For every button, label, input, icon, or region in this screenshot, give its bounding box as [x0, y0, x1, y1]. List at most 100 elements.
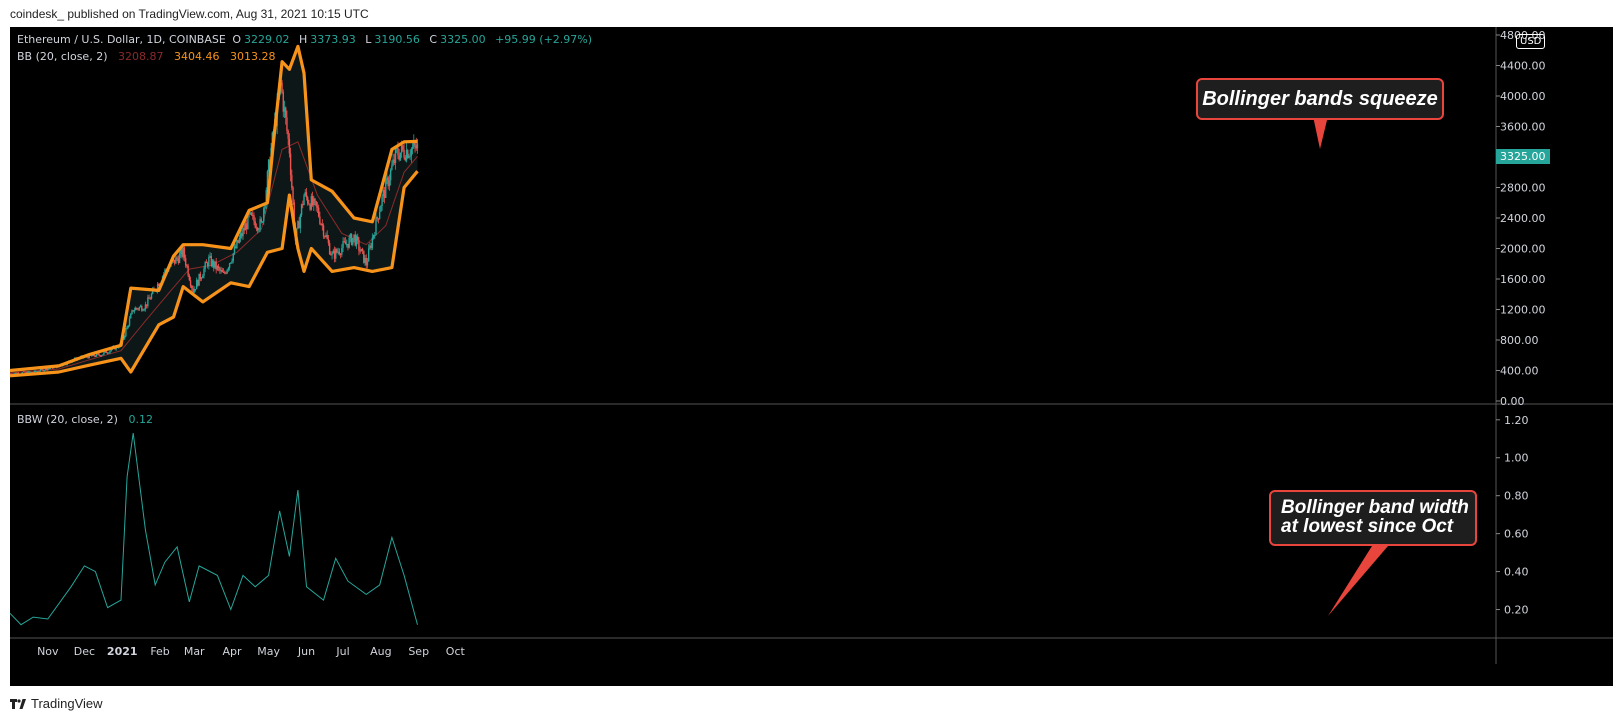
candle-body: [402, 145, 404, 150]
y-tick-label: 1200.00: [1500, 304, 1546, 317]
candle-body: [413, 141, 415, 148]
candle-body: [205, 262, 208, 264]
candle-body: [136, 307, 138, 309]
candle-body: [321, 223, 324, 226]
candle-body: [391, 165, 393, 170]
symbol-name[interactable]: Ethereum / U.S. Dollar, 1D, COINBASE: [17, 33, 226, 46]
y-tick-label: 2400.00: [1500, 212, 1546, 225]
candle-body: [227, 267, 230, 270]
candle-body: [109, 350, 111, 353]
candle-body: [132, 310, 134, 312]
candle-body: [367, 248, 370, 262]
candle-body: [374, 234, 376, 236]
bbw-legend: BBW (20, close, 2) 0.12: [17, 413, 156, 426]
candle-body: [137, 308, 139, 310]
x-tick-label: Mar: [184, 645, 205, 658]
candle-body: [327, 239, 330, 244]
candle-body: [44, 368, 47, 371]
footer-brand[interactable]: TradingView: [10, 696, 103, 711]
candle-body: [265, 189, 267, 206]
candle-body: [197, 279, 199, 286]
candle-body: [357, 236, 359, 240]
candle-body: [394, 149, 397, 164]
candle-body: [105, 351, 108, 354]
candle-body: [298, 221, 300, 229]
candle-body: [371, 237, 374, 248]
candle-body: [304, 192, 306, 196]
bb-fill: [10, 46, 418, 376]
candle-body: [238, 238, 241, 243]
bb-basis-line: [10, 141, 418, 374]
candle-body: [385, 179, 387, 198]
candle-body: [191, 285, 193, 288]
candle-body: [17, 372, 20, 374]
ohlc-close: 3325.00: [440, 33, 486, 46]
bb-lower-band: [10, 170, 419, 378]
candle-body: [65, 364, 67, 366]
candle-body: [283, 107, 286, 112]
candle-body: [42, 369, 44, 371]
price-change: +95.99 (+2.97%): [495, 33, 593, 46]
candle-body: [183, 247, 186, 259]
y-tick-label: 2000.00: [1500, 243, 1546, 256]
ohlc-low: 3190.56: [374, 33, 420, 46]
candle-body: [194, 289, 197, 291]
x-tick-label: Feb: [150, 645, 169, 658]
candle-body: [332, 250, 334, 254]
x-tick-label: May: [257, 645, 280, 658]
candle-body: [221, 270, 223, 273]
candle-body: [409, 155, 411, 157]
candle-body: [189, 280, 192, 286]
candle-body: [316, 206, 319, 208]
candle-body: [337, 251, 339, 253]
candle-body: [217, 266, 220, 268]
candle-body: [350, 234, 353, 245]
candle-body: [99, 355, 101, 357]
x-tick-label: Dec: [74, 645, 95, 658]
candle-body: [360, 248, 363, 252]
candle-body: [403, 149, 405, 158]
candle-body: [180, 249, 182, 254]
bbw-label[interactable]: BBW (20, close, 2): [17, 413, 118, 426]
candle-body: [392, 159, 394, 166]
candle-body: [184, 258, 187, 266]
candle-body: [236, 240, 238, 248]
ohlc-low-label: L: [365, 33, 372, 46]
candle-body: [176, 257, 178, 259]
candle-body: [255, 227, 258, 229]
candle-body: [382, 190, 385, 197]
bandwidth-callout: Bollinger band width at lowest since Oct: [1269, 490, 1477, 546]
bbw-value: 0.12: [128, 413, 153, 426]
candle-body: [339, 254, 342, 256]
currency-badge[interactable]: USD: [1516, 34, 1546, 49]
candle-body: [47, 368, 49, 371]
candle-body: [250, 212, 253, 216]
candle-body: [289, 153, 292, 176]
candle-body: [21, 372, 23, 374]
candle-body: [133, 310, 136, 312]
publisher-line: coindesk_ published on TradingView.com, …: [10, 7, 369, 21]
candle-body: [364, 258, 366, 263]
squeeze-callout: Bollinger bands squeeze: [1196, 78, 1444, 120]
candle-body: [41, 369, 43, 371]
candle-body: [164, 269, 166, 274]
candle-body: [150, 293, 153, 299]
candle-body: [288, 138, 291, 154]
candle-body: [407, 150, 409, 159]
candle-body: [149, 298, 151, 300]
candle-body: [127, 325, 130, 327]
candle-body: [104, 351, 106, 353]
candle-body: [215, 261, 217, 270]
candle-body: [224, 272, 226, 274]
bb-label[interactable]: BB (20, close, 2): [17, 50, 108, 63]
bandwidth-callout-pointer: [1328, 546, 1388, 616]
candle-body: [225, 272, 227, 274]
candle-body: [213, 260, 215, 268]
candle-body: [259, 219, 261, 230]
candle-body: [341, 247, 343, 255]
bb-basis-value: 3208.87: [118, 50, 164, 63]
candle-body: [370, 245, 372, 248]
candle-body: [200, 277, 203, 280]
candle-body: [123, 336, 126, 339]
candle-body: [405, 150, 408, 161]
